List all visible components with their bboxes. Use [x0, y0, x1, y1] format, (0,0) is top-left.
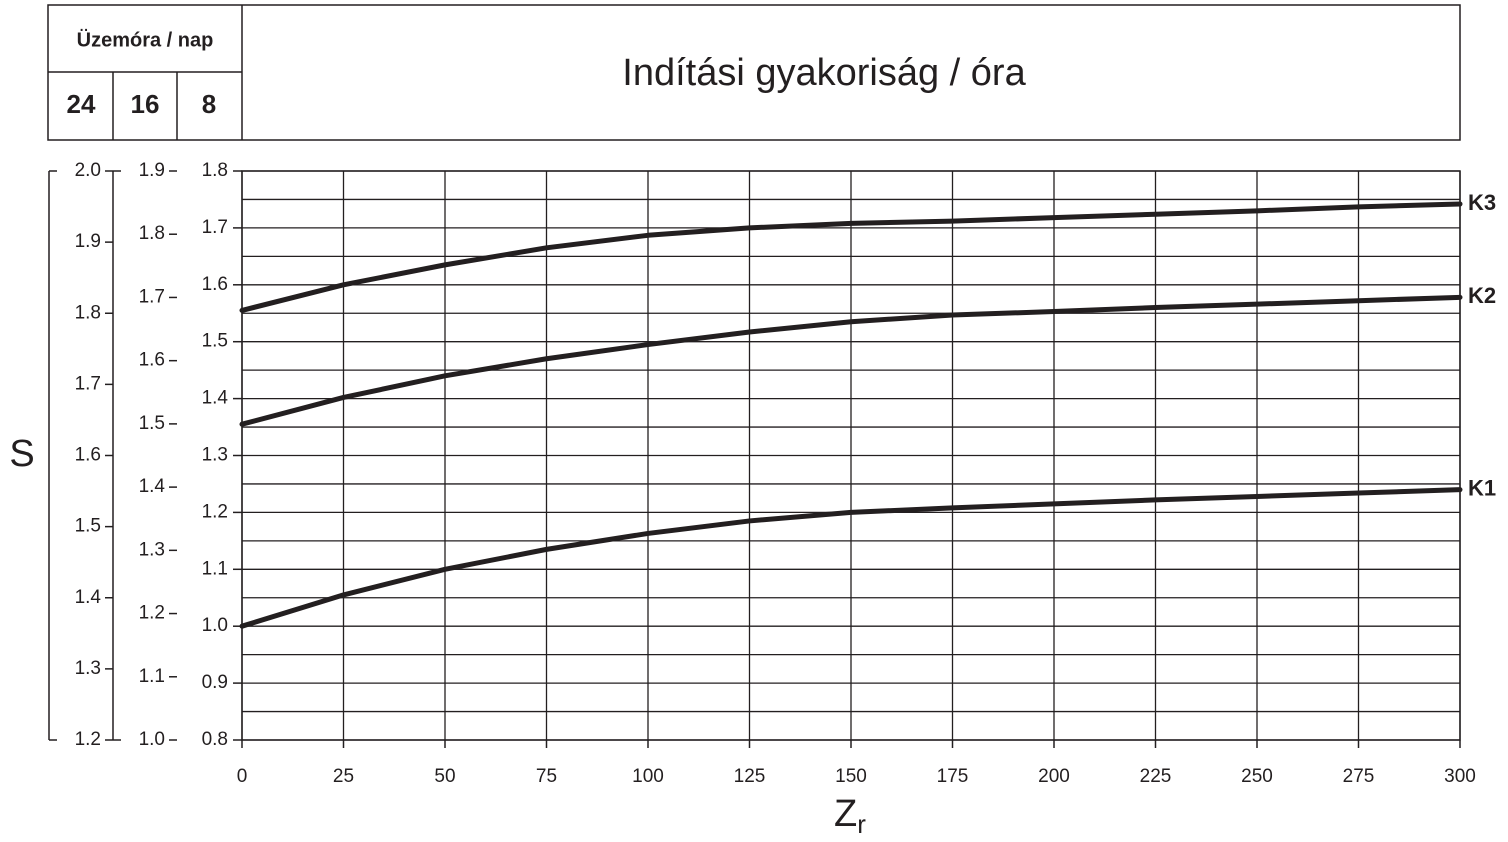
y-tick-label: 0.9 [202, 672, 228, 693]
y-tick-label: 1.2 [75, 729, 101, 750]
x-tick-label: 50 [434, 766, 455, 787]
x-tick-label: 175 [937, 766, 969, 787]
y-tick-label: 1.6 [202, 274, 228, 295]
x-tick-label: 100 [632, 766, 664, 787]
y-tick-label: 1.7 [139, 286, 165, 307]
x-tick-label: 225 [1140, 766, 1172, 787]
y-tick-label: 1.2 [202, 501, 228, 522]
x-tick-label: 125 [734, 766, 766, 787]
y-tick-label: 1.0 [202, 615, 228, 636]
y-tick-label: 1.4 [139, 476, 166, 497]
y-tick-label: 1.7 [75, 373, 101, 394]
y-tick-label: 1.5 [202, 331, 228, 352]
y-tick-label: 1.6 [75, 445, 101, 466]
series-label: K1 [1468, 475, 1496, 500]
y-tick-label: 1.4 [75, 587, 102, 608]
y-tick-label: 1.3 [202, 445, 228, 466]
x-label-sub: r [857, 809, 866, 837]
y-axis-label: S [9, 433, 34, 475]
y-tick-label: 1.1 [202, 558, 228, 579]
y-tick-label: 0.8 [202, 729, 228, 750]
x-tick-label: 250 [1241, 766, 1273, 787]
y-tick-label: 1.0 [139, 729, 165, 750]
axis-hours: 24 [67, 89, 96, 119]
y-tick-label: 1.7 [202, 217, 228, 238]
chart-title: Indítási gyakoriság / óra [622, 52, 1026, 94]
x-tick-label: 200 [1038, 766, 1070, 787]
x-tick-label: 75 [536, 766, 557, 787]
x-tick-label: 275 [1343, 766, 1375, 787]
series-label: K3 [1468, 190, 1496, 215]
x-tick-label: 300 [1444, 766, 1476, 787]
y-tick-label: 1.5 [75, 516, 101, 537]
x-tick-label: 0 [237, 766, 248, 787]
y-tick-label: 1.8 [75, 302, 101, 323]
axis-hours: 8 [202, 89, 216, 119]
series-label: K2 [1468, 283, 1496, 308]
x-axis-label: Zr [834, 793, 866, 837]
y-tick-label: 1.5 [139, 413, 165, 434]
y-tick-label: 1.2 [139, 603, 165, 624]
series-line [239, 294, 1463, 427]
axis-hours: 16 [131, 89, 160, 119]
y-tick-label: 1.8 [202, 160, 228, 181]
x-tick-label: 25 [333, 766, 354, 787]
x-label-main: Z [834, 793, 857, 835]
y-tick-label: 2.0 [75, 160, 101, 181]
y-tick-label: 1.6 [139, 350, 165, 371]
y-tick-label: 1.9 [75, 231, 101, 252]
series-line [239, 201, 1463, 313]
x-tick-label: 150 [835, 766, 867, 787]
y-tick-label: 1.8 [139, 223, 165, 244]
y-tick-label: 1.3 [75, 658, 101, 679]
y-tick-label: 1.9 [139, 160, 165, 181]
series-line [239, 487, 1463, 629]
header-frame [47, 4, 1461, 141]
header-label: Üzemóra / nap [77, 28, 214, 51]
y-tick-label: 1.4 [202, 388, 229, 409]
y-tick-label: 1.3 [139, 539, 165, 560]
y-tick-label: 1.1 [139, 666, 165, 687]
